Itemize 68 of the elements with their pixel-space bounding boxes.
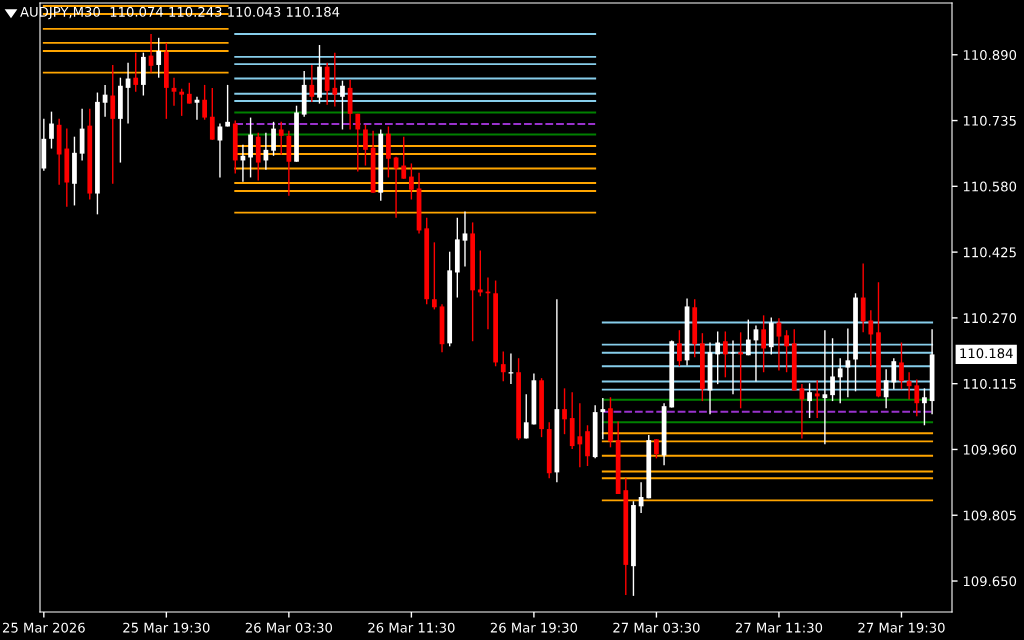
x-tick-label: 25 Mar 19:30 xyxy=(123,622,210,633)
candlestick xyxy=(278,121,284,156)
candlestick xyxy=(393,155,399,219)
candlestick xyxy=(814,379,820,419)
y-tick-label: 110.735 xyxy=(963,115,1016,126)
candlestick xyxy=(738,331,744,409)
x-tick-label: 27 Mar 19:30 xyxy=(858,622,945,633)
candlestick xyxy=(49,110,54,150)
x-tick-label: 25 Mar 2026 xyxy=(2,622,85,633)
candlestick xyxy=(654,438,659,460)
candlestick xyxy=(600,397,606,440)
candlestick xyxy=(179,88,185,117)
candlestick xyxy=(271,121,276,157)
candlestick xyxy=(745,318,751,356)
candlestick xyxy=(431,241,437,311)
candlestick xyxy=(462,210,468,268)
candlestick xyxy=(355,113,361,173)
candlestick xyxy=(784,329,789,373)
candlestick xyxy=(110,64,116,185)
candlestick xyxy=(133,51,139,93)
candlestick xyxy=(860,262,866,334)
y-tick-label: 109.960 xyxy=(963,444,1017,455)
x-tick-label: 27 Mar 03:30 xyxy=(613,622,700,633)
x-tick-label: 26 Mar 03:30 xyxy=(245,622,333,633)
candlestick xyxy=(922,387,927,426)
candlestick xyxy=(363,124,368,167)
x-tick-label: 26 Mar 11:30 xyxy=(368,622,455,633)
candlestick xyxy=(409,162,414,201)
candlestick xyxy=(883,368,889,409)
candlestick xyxy=(807,382,812,419)
y-tick-label: 110.115 xyxy=(963,378,1016,389)
candlestick xyxy=(401,135,407,180)
candlestick xyxy=(715,330,721,385)
candlestick xyxy=(500,350,506,382)
y-tick-label: 110.270 xyxy=(963,313,1017,324)
candlestick xyxy=(332,51,338,108)
candlestick xyxy=(340,79,345,131)
candlestick xyxy=(523,393,529,440)
candlestick xyxy=(217,122,223,179)
candlestick xyxy=(156,37,162,79)
candlestick xyxy=(845,327,851,398)
y-tick-label: 110.580 xyxy=(963,181,1017,192)
candlestick xyxy=(677,329,682,367)
x-tick-label: 26 Mar 19:30 xyxy=(490,622,578,633)
candlestick xyxy=(186,82,192,105)
candlestick xyxy=(577,402,583,468)
candlestick xyxy=(730,339,736,395)
candlestick xyxy=(837,357,843,404)
y-tick-label: 109.805 xyxy=(963,510,1016,521)
candlestick xyxy=(248,116,253,179)
candlestick xyxy=(202,84,208,121)
candlestick xyxy=(225,84,230,128)
candlestick xyxy=(761,314,766,373)
y-tick-label: 110.890 xyxy=(963,50,1017,60)
candlestick xyxy=(914,378,920,418)
candlestick xyxy=(562,387,567,435)
candlestick xyxy=(868,309,874,367)
candlestick xyxy=(830,337,835,402)
candlestick xyxy=(209,87,215,141)
y-tick-label: 109.650 xyxy=(963,576,1017,587)
candlestick xyxy=(891,357,897,390)
candlestick xyxy=(477,249,483,297)
candlestick xyxy=(899,341,904,390)
candlestick xyxy=(722,330,728,379)
x-tick-label: 27 Mar 11:30 xyxy=(735,622,823,633)
text: 110.184 xyxy=(960,348,1013,359)
candlestick xyxy=(309,64,315,103)
y-tick-label: 110.425 xyxy=(963,247,1016,258)
